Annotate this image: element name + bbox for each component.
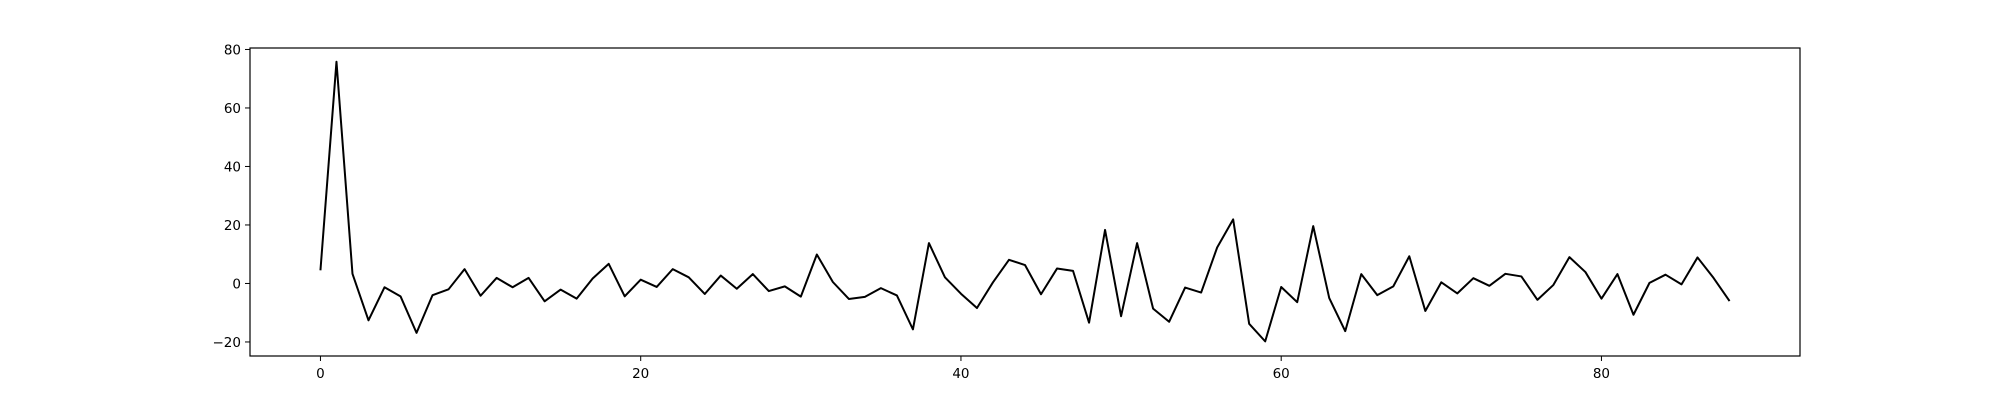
y-tick-label: 60 xyxy=(224,101,241,117)
x-tick-label: 80 xyxy=(1593,366,1610,382)
x-tick-label: 40 xyxy=(952,366,969,382)
y-tick-label: 80 xyxy=(224,42,241,58)
plot-area: 0 20 40 60 80 −20 0 20 40 60 80 xyxy=(213,42,1801,382)
y-tick-label: 0 xyxy=(232,276,241,292)
y-tick-label: 40 xyxy=(224,159,241,175)
axes-frame xyxy=(249,47,1801,357)
series-line xyxy=(319,60,1731,343)
x-tick-label: 60 xyxy=(1273,366,1290,382)
x-tick-label: 20 xyxy=(632,366,649,382)
y-tick-label: 20 xyxy=(224,218,241,234)
y-tick-label: −20 xyxy=(213,335,242,351)
x-tick-label: 0 xyxy=(316,366,325,382)
